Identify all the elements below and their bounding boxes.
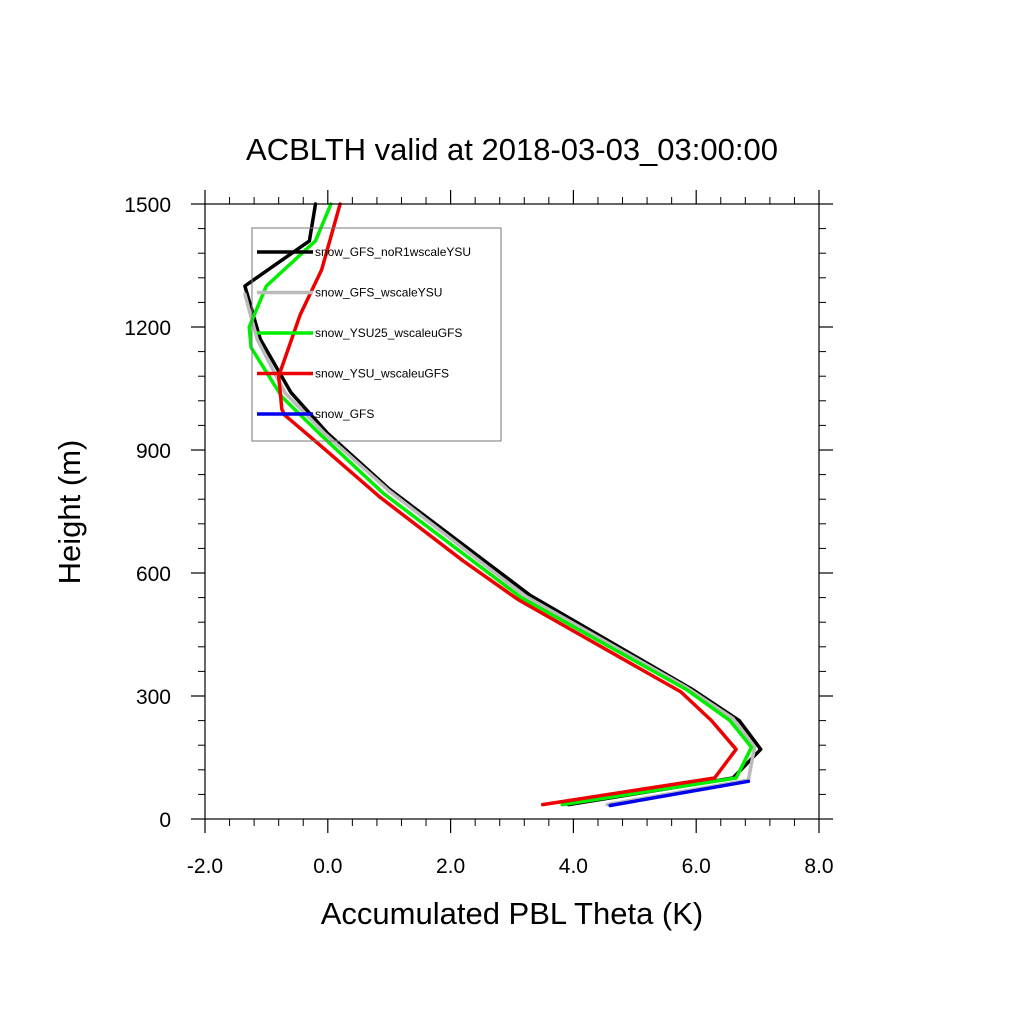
x-tick-label: 4.0 (559, 855, 588, 878)
legend-label: snow_GFS_wscaleYSU (315, 286, 442, 300)
x-tick-label: -2.0 (187, 855, 223, 878)
axis-ticks: -2.0 0.0 2.0 4.0 6.0 8.0 0 300 600 900 1200 1500 (124, 190, 834, 878)
plot-area-frame (204, 203, 820, 820)
legend-label: snow_YSU_wscaleuGFS (315, 367, 449, 381)
x-tick-label: 6.0 (682, 855, 711, 878)
series-line-4 (276, 202, 738, 807)
y-tick-label: 600 (136, 563, 171, 586)
legend-label: snow_YSU25_wscaleuGFS (315, 326, 462, 340)
y-tick-label: 1500 (124, 194, 171, 217)
y-tick-label: 0 (159, 809, 171, 832)
x-tick-label: 8.0 (804, 855, 833, 878)
x-tick-label: 2.0 (436, 855, 465, 878)
legend-label: snow_GFS_noR1wscaleYSU (315, 245, 471, 259)
chart-title: ACBLTH valid at 2018-03-03_03:00:00 (246, 132, 778, 167)
series-line-5 (608, 779, 751, 808)
x-tick-label: 0.0 (313, 855, 342, 878)
y-axis-label: Height (m) (52, 440, 87, 585)
y-tick-label: 900 (136, 440, 171, 463)
legend-box (251, 227, 502, 442)
x-axis-label: Accumulated PBL Theta (K) (321, 896, 704, 931)
legend-label: snow_GFS (315, 407, 374, 421)
legend: snow_GFS_noR1wscaleYSU snow_GFS_wscaleYSU… (251, 227, 502, 442)
y-tick-label: 1200 (124, 317, 171, 340)
y-tick-label: 300 (136, 686, 171, 709)
